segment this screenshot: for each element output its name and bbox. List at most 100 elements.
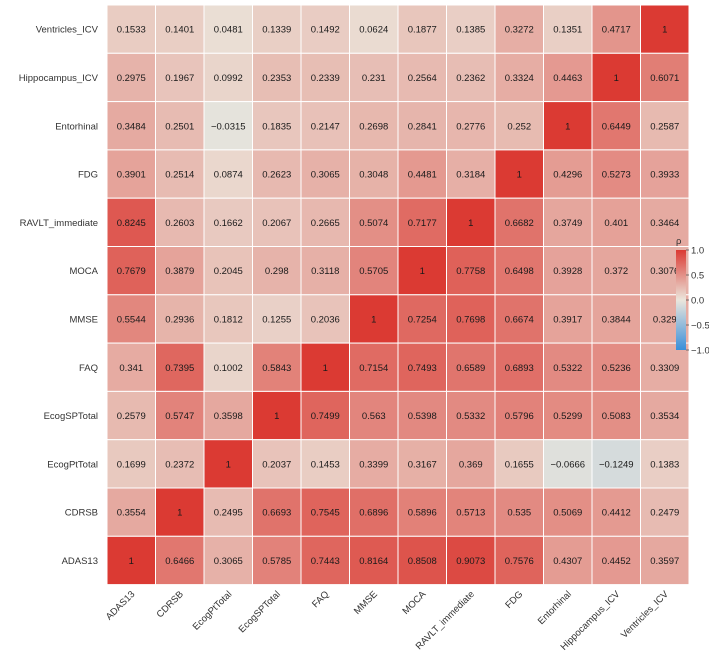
cell-value-label: 0.5747 [165, 411, 194, 422]
cell-value-label: 0.2514 [165, 170, 194, 181]
y-tick-label: Hippocampus_ICV [19, 73, 99, 84]
y-tick-label: Ventricles_ICV [36, 25, 99, 36]
cell-value-label: 0.1383 [650, 459, 679, 470]
heatmap-cell [494, 487, 544, 537]
cell-value-label: 0.5083 [602, 411, 631, 422]
heatmap-cell [446, 439, 496, 489]
heatmap-cell [155, 439, 205, 489]
cell-value-label: 0.7443 [311, 556, 340, 567]
heatmap-cell [252, 342, 302, 392]
cell-value-label: 0.1339 [262, 25, 291, 36]
heatmap-cell [300, 294, 350, 344]
cell-value-label: 0.3484 [117, 121, 146, 132]
cell-value-label: 0.2037 [262, 459, 291, 470]
cell-value-label: 0.3048 [359, 170, 388, 181]
cell-value-label: 0.1699 [117, 459, 146, 470]
heatmap-cell [252, 439, 302, 489]
y-tick-label: Entorhinal [55, 121, 98, 132]
heatmap-cell [252, 246, 302, 296]
heatmap-cell [252, 390, 302, 441]
heatmap-cells: 0.1533 0.1401 0.0481 0.1339 0.1492 0.0624 0.18… [106, 4, 690, 586]
y-tick-label: FDG [78, 170, 98, 181]
cell-value-label: 0.5398 [408, 411, 437, 422]
heatmap-cell [349, 535, 399, 586]
heatmap-cell [252, 101, 302, 151]
heatmap-cell [349, 149, 399, 199]
x-tick-label: FAQ [310, 589, 331, 610]
cell-value-label: 0.5299 [553, 411, 582, 422]
y-tick-label: FAQ [79, 363, 98, 374]
cell-value-label: 0.5705 [359, 266, 388, 277]
cell-value-label: 0.5332 [456, 411, 485, 422]
cell-value-label: 0.3065 [311, 170, 340, 181]
heatmap-cell [494, 52, 544, 103]
heatmap-cell [397, 101, 447, 151]
cell-value-label: 0.2564 [408, 73, 437, 84]
heatmap-cell [591, 149, 641, 199]
legend-tick-label: 1.0 [691, 246, 704, 257]
heatmap-cell [446, 246, 496, 296]
heatmap-cell [543, 294, 593, 344]
cell-value-label: 0.6071 [650, 73, 679, 84]
cell-value-label: 0.5796 [505, 411, 534, 422]
cell-value-label: 0.5544 [117, 314, 146, 325]
cell-value-label: 0.7254 [408, 314, 437, 325]
heatmap-cell [397, 535, 447, 586]
heatmap-cell [155, 535, 205, 586]
heatmap-cell [300, 342, 350, 392]
cell-value-label: 0.3272 [505, 25, 534, 36]
heatmap-cell [155, 390, 205, 441]
heatmap-cell [591, 439, 641, 489]
heatmap-cell [106, 487, 156, 537]
cell-value-label: 0.1835 [262, 121, 291, 132]
cell-value-label: 1 [662, 25, 667, 36]
cell-value-label: 0.6693 [262, 508, 291, 519]
cell-value-label: 0.2036 [311, 314, 340, 325]
cell-value-label: 0.2045 [214, 266, 243, 277]
heatmap-cell [446, 4, 496, 54]
heatmap-cell [591, 52, 641, 103]
cell-value-label: 1 [468, 218, 473, 229]
heatmap-cell [640, 52, 690, 103]
heatmap-cell [591, 342, 641, 392]
x-tick-label: Entorhinal [536, 589, 574, 627]
heatmap-cell [640, 342, 690, 392]
color-legend: ρ 1.0 0.5 0.0 −0.5 −1.0 [676, 236, 709, 357]
cell-value-label: 0.4481 [408, 170, 437, 181]
x-tick-label: ADAS13 [104, 589, 138, 623]
heatmap-cell [543, 535, 593, 586]
heatmap-cell [543, 439, 593, 489]
heatmap-cell [397, 342, 447, 392]
legend-tick-label: −1.0 [691, 346, 709, 357]
x-tick-label: Ventricles_ICV [619, 588, 671, 640]
heatmap-cell [397, 52, 447, 103]
y-tick-label: EcogPtTotal [47, 459, 98, 470]
cell-value-label: 1 [565, 121, 570, 132]
cell-value-label: 0.3065 [214, 556, 243, 567]
cell-value-label: 0.5074 [359, 218, 388, 229]
cell-value-label: 0.8508 [408, 556, 437, 567]
cell-value-label: 1 [371, 314, 376, 325]
cell-value-label: 0.6589 [456, 363, 485, 374]
heatmap-cell [300, 52, 350, 103]
heatmap-cell [397, 246, 447, 296]
heatmap-cell [106, 390, 156, 441]
cell-value-label: 0.4717 [602, 25, 631, 36]
legend-title: ρ [676, 236, 682, 247]
cell-value-label: 0.2372 [165, 459, 194, 470]
cell-value-label: 0.3879 [165, 266, 194, 277]
cell-value-label: 0.3597 [650, 556, 679, 567]
heatmap-cell [155, 197, 205, 247]
cell-value-label: 0.7177 [408, 218, 437, 229]
cell-value-label: 0.298 [265, 266, 289, 277]
cell-value-label: 0.3554 [117, 508, 146, 519]
cell-value-label: 0.2776 [456, 121, 485, 132]
cell-value-label: 0.2501 [165, 121, 194, 132]
cell-value-label: 0.1662 [214, 218, 243, 229]
cell-value-label: 0.2975 [117, 73, 146, 84]
cell-value-label: 0.3399 [359, 459, 388, 470]
heatmap-cell [397, 439, 447, 489]
legend-tick-label: −0.5 [691, 321, 709, 332]
cell-value-label: 0.1351 [553, 25, 582, 36]
cell-value-label: 0.4452 [602, 556, 631, 567]
